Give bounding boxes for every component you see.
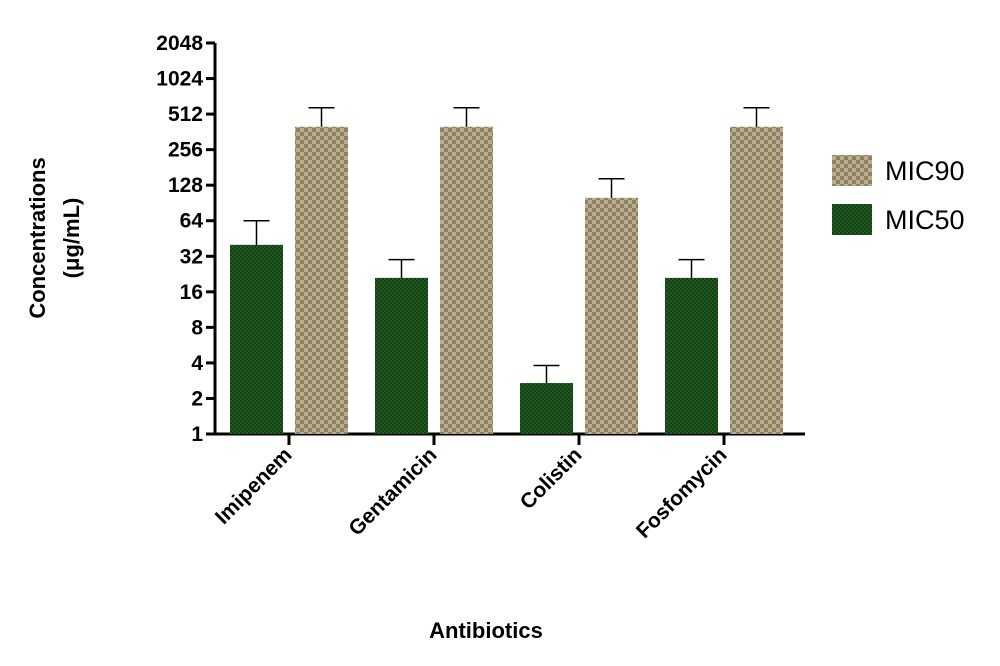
bar-mic50-imipenem — [230, 244, 283, 434]
bar-mic50-fosfomycin — [665, 277, 718, 434]
y-axis-title-line2: (μg/mL) — [59, 198, 84, 279]
y-tick-label: 512 — [168, 103, 203, 126]
x-tick-label-fosfomycin: Fosfomycin — [632, 443, 732, 543]
y-axis-title-line1: Concentrations — [25, 157, 50, 318]
y-tick-label: 256 — [168, 139, 203, 162]
y-tick-label: 64 — [180, 210, 204, 233]
x-tick-label-colistin: Colistin — [516, 443, 587, 514]
bar-mic90-colistin — [585, 197, 638, 434]
y-tick-label: 128 — [168, 174, 203, 197]
error-bars — [243, 106, 770, 384]
bar-mic90-gentamicin — [440, 126, 493, 434]
bar-mic90-fosfomycin — [730, 126, 783, 434]
legend: MIC90 MIC50 — [832, 155, 965, 235]
y-tick-label: 2048 — [156, 32, 203, 55]
legend-swatch-mic90 — [832, 155, 872, 186]
y-tick-label: 16 — [180, 281, 203, 304]
y-tick-label: 2 — [191, 387, 203, 410]
y-tick-label: 32 — [180, 245, 203, 268]
bar-mic90-imipenem — [295, 126, 348, 434]
y-tick-label: 1 — [191, 423, 203, 446]
bar-mic50-colistin — [520, 383, 573, 434]
bar-mic50-gentamicin — [375, 277, 428, 434]
bars — [230, 126, 783, 434]
y-tick-label: 1024 — [156, 68, 203, 91]
x-tick-label-gentamicin: Gentamicin — [344, 443, 441, 540]
legend-swatch-mic50 — [832, 204, 872, 235]
y-axis: 1 2 4 8 16 32 64 128 256 512 1024 2048 — [156, 32, 217, 446]
legend-label-mic90: MIC90 — [885, 156, 965, 186]
x-axis: Imipenem Gentamicin Colistin Fosfomycin — [211, 432, 805, 543]
y-tick-label: 8 — [191, 316, 203, 339]
x-axis-title: Antibiotics — [429, 618, 543, 643]
legend-label-mic50: MIC50 — [885, 205, 965, 235]
y-tick-label: 4 — [191, 352, 203, 375]
x-tick-label-imipenem: Imipenem — [211, 443, 297, 529]
